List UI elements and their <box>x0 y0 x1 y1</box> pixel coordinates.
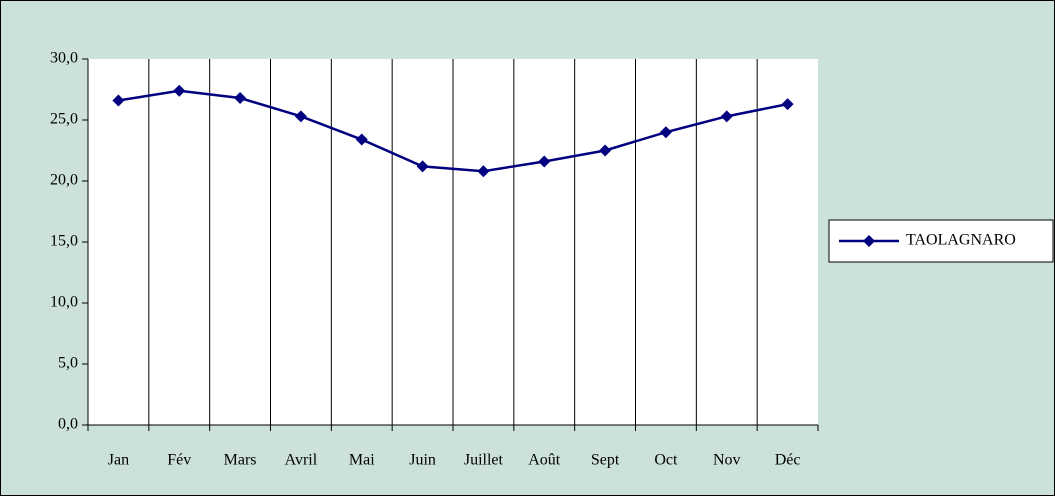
point-marker <box>781 98 794 111</box>
x-tick-label: Sept <box>591 452 620 469</box>
legend-marker <box>863 235 875 247</box>
x-tick-label: Août <box>528 452 561 469</box>
x-tick-label: Oct <box>654 452 678 469</box>
x-tick-label: Juin <box>409 452 436 469</box>
y-tick-label: 10,0 <box>50 294 78 311</box>
point-marker <box>720 110 733 123</box>
series-line <box>118 89 788 173</box>
point-marker <box>599 144 612 157</box>
point-marker <box>477 165 490 178</box>
y-tick-label: 15,0 <box>50 233 78 250</box>
x-tick-label: Juillet <box>464 452 504 469</box>
legend-label: TAOLAGNARO <box>906 232 1016 249</box>
y-tick-label: 25,0 <box>50 111 78 128</box>
point-marker <box>294 110 307 123</box>
point-marker <box>173 84 186 97</box>
point-marker <box>355 133 368 146</box>
point-marker <box>659 126 672 139</box>
point-marker <box>416 160 429 173</box>
point-marker <box>538 155 551 168</box>
x-tick-label: Nov <box>713 452 741 469</box>
x-tick-label: Mai <box>349 452 375 469</box>
y-tick-label: 5,0 <box>58 355 78 372</box>
point-marker <box>112 94 125 107</box>
x-tick-label: Déc <box>775 452 801 469</box>
x-tick-label: Jan <box>108 452 129 469</box>
x-tick-label: Fév <box>167 452 191 469</box>
x-tick-label: Avril <box>285 452 318 469</box>
y-tick-label: 20,0 <box>50 172 78 189</box>
point-marker <box>234 92 247 105</box>
y-tick-label: 30,0 <box>50 50 78 67</box>
y-tick-label: 0,0 <box>58 416 78 433</box>
x-tick-label: Mars <box>224 452 257 469</box>
